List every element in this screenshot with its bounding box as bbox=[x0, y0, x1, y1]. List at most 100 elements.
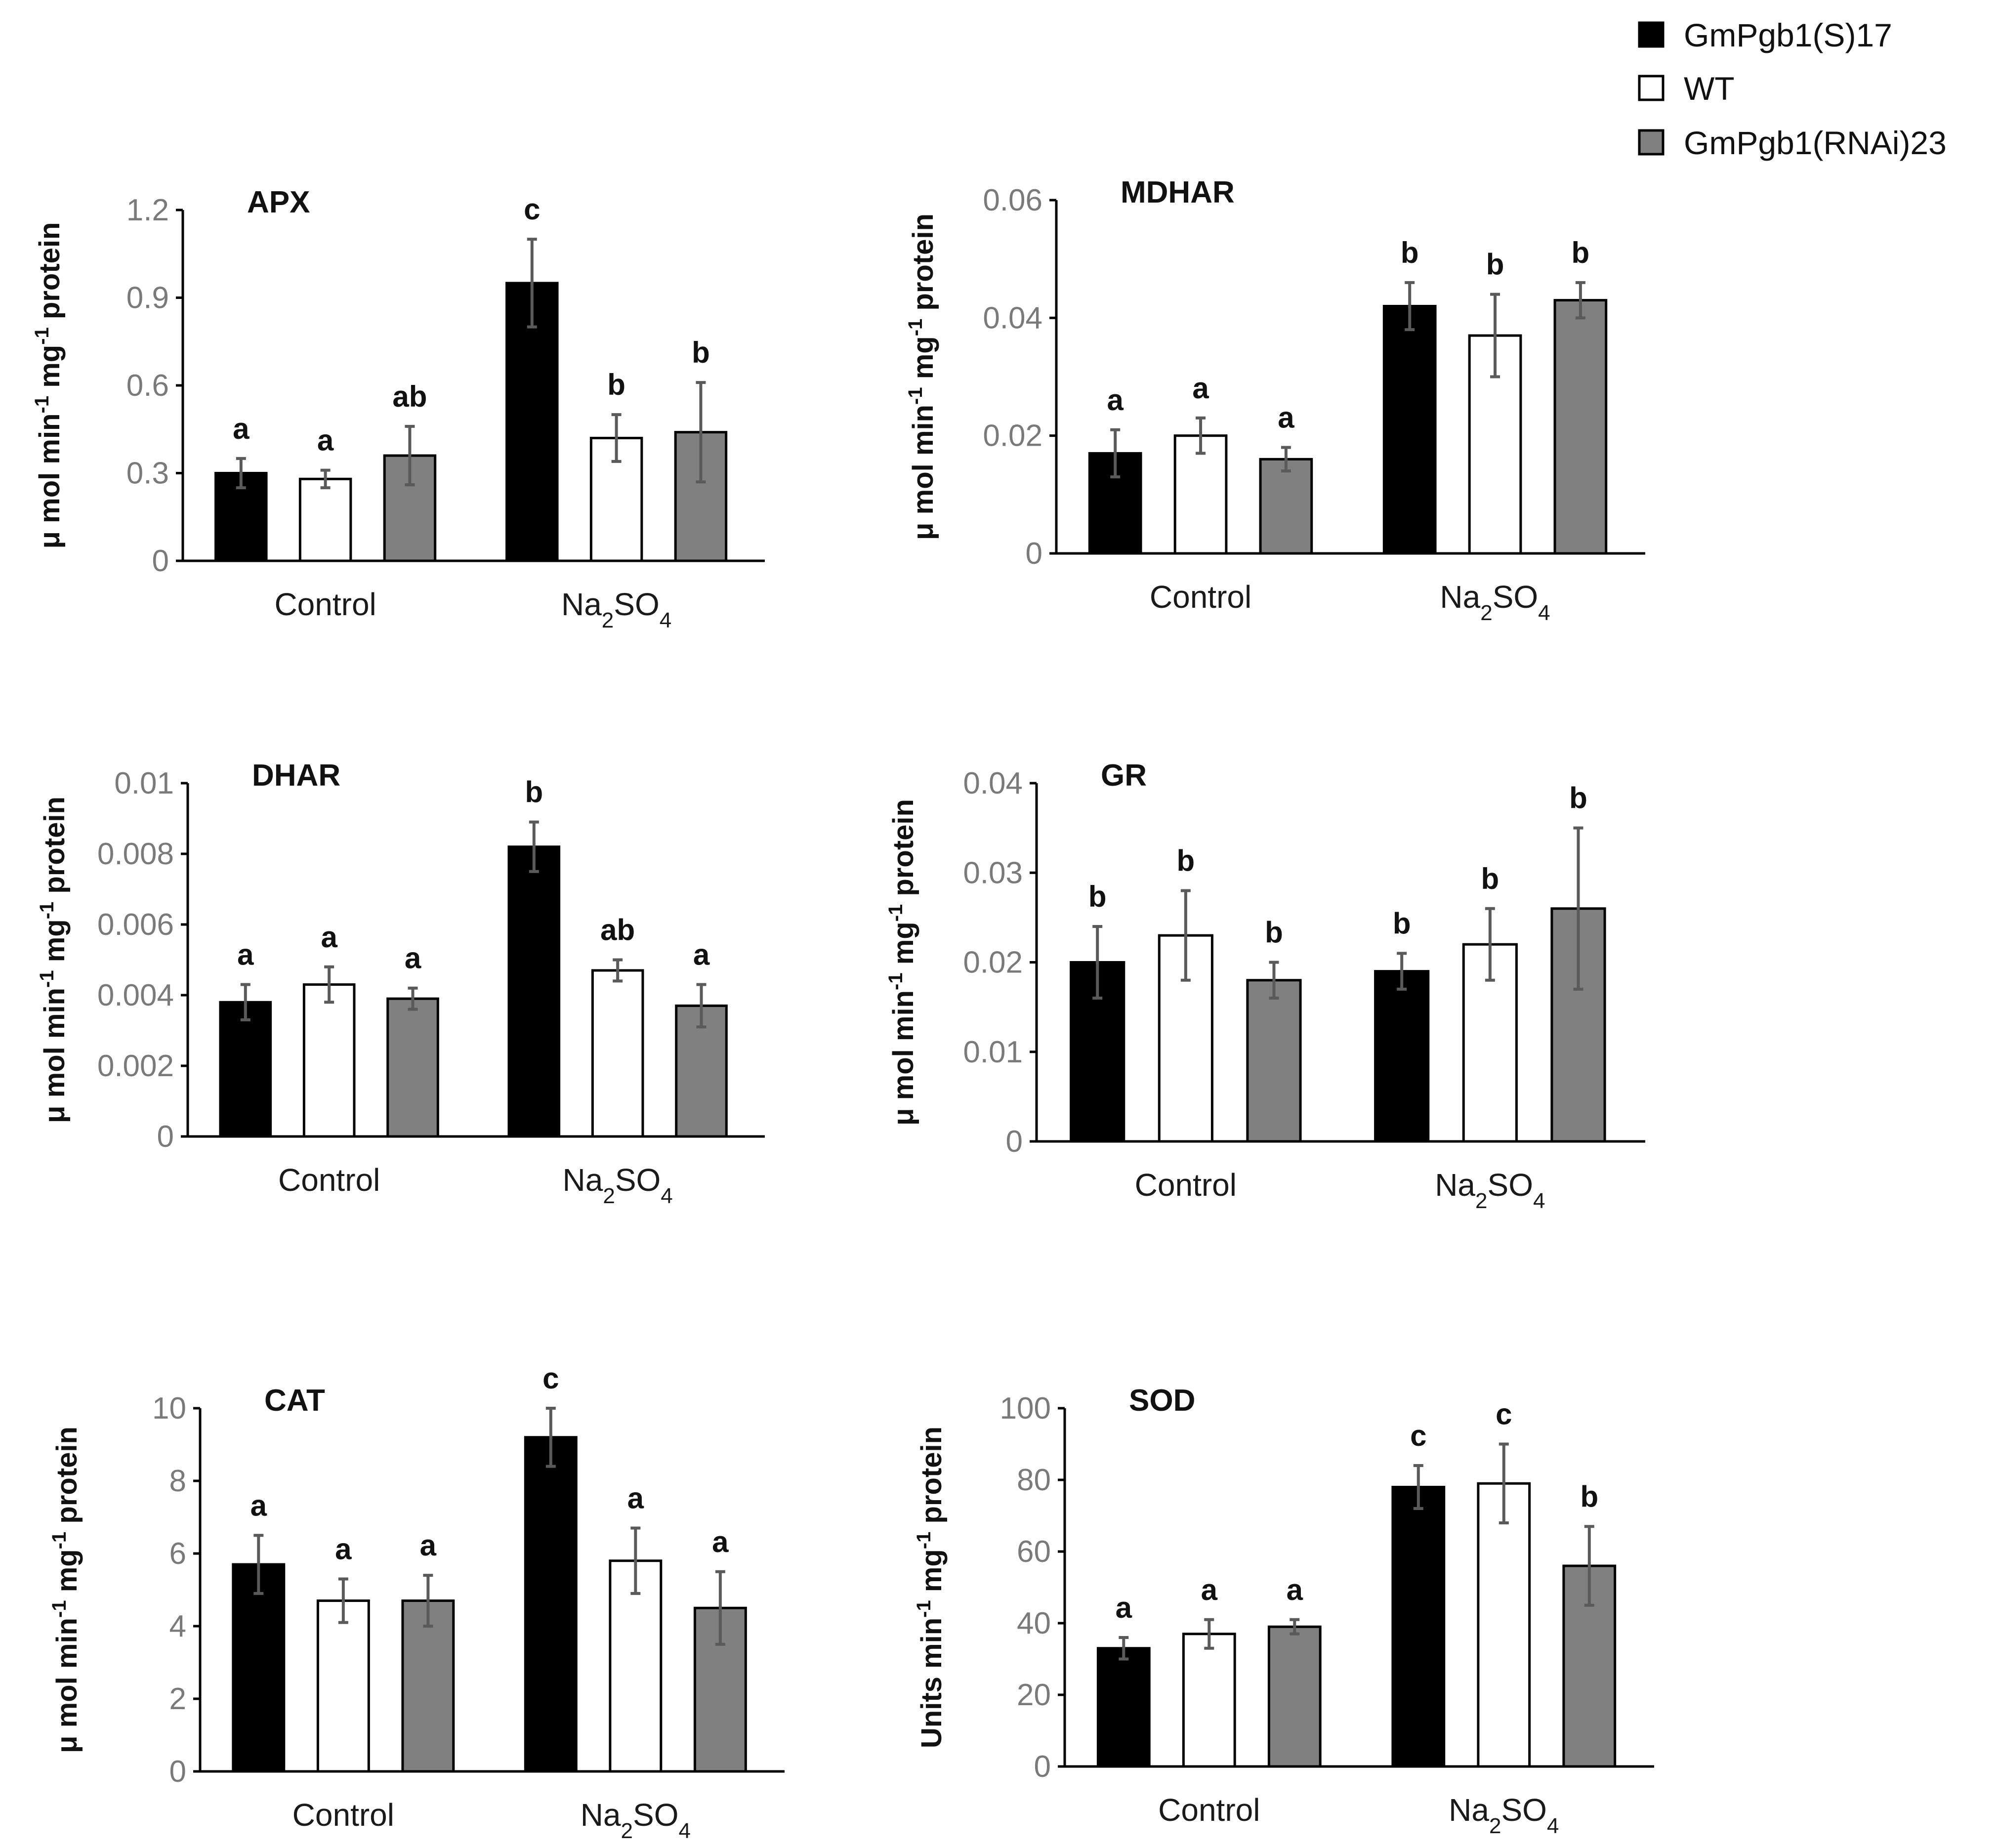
y-tick-label: 0 bbox=[1006, 1125, 1023, 1159]
bar bbox=[232, 1563, 286, 1773]
y-tick-label: 0.006 bbox=[97, 908, 174, 942]
bar bbox=[1182, 1633, 1236, 1768]
y-tick-label: 20 bbox=[1017, 1678, 1051, 1712]
y-tick-label: 4 bbox=[169, 1609, 186, 1643]
chart-panel-cat: 0 2 4 6 8 10 μ mol min-1 mg-1 protein CAT a a a Con… bbox=[48, 1362, 785, 1843]
chart-panel-gr: 0 0.01 0.02 0.03 0.04 μ mol min-1 mg-1 protei… bbox=[885, 758, 1645, 1213]
y-tick-label: 100 bbox=[1000, 1391, 1051, 1426]
y-tick-label: 0.01 bbox=[114, 766, 174, 800]
significance-letter: b bbox=[692, 336, 710, 369]
significance-letter: a bbox=[237, 938, 254, 971]
significance-letter: b bbox=[1177, 844, 1195, 878]
significance-letter: a bbox=[420, 1529, 437, 1562]
y-tick-label: 0 bbox=[152, 544, 169, 578]
category-label: Control bbox=[292, 1797, 394, 1833]
significance-letter: b bbox=[1265, 916, 1283, 949]
bar bbox=[505, 282, 559, 562]
category-label: Control bbox=[278, 1162, 380, 1198]
legend: GmPgb1(S)17 WT GmPgb1(RNAi)23 bbox=[1638, 17, 1947, 161]
y-tick-label: 60 bbox=[1017, 1535, 1051, 1569]
category-label: Na2SO4 bbox=[1435, 1167, 1545, 1213]
category-label: Na2SO4 bbox=[1449, 1792, 1559, 1838]
bar bbox=[298, 477, 352, 562]
y-axis-label: μ mol min-1 mg-1 protein bbox=[31, 222, 66, 549]
legend-label: WT bbox=[1684, 70, 1735, 107]
chart-panel-sod: 0 20 40 60 80 100 Units min-1 mg-1 protein SOD a… bbox=[913, 1384, 1654, 1838]
significance-letter: a bbox=[1116, 1591, 1132, 1624]
y-tick-label: 0.008 bbox=[97, 837, 174, 871]
chart-title: APX bbox=[247, 185, 310, 219]
significance-letter: a bbox=[1287, 1573, 1303, 1606]
bar bbox=[1374, 970, 1430, 1143]
category-label: Na2SO4 bbox=[563, 1162, 673, 1208]
y-tick-label: 0.3 bbox=[126, 457, 169, 491]
significance-letter: a bbox=[321, 921, 337, 954]
category-label: Control bbox=[274, 587, 376, 622]
legend-label: GmPgb1(S)17 bbox=[1684, 17, 1892, 53]
y-tick-label: 0.02 bbox=[963, 946, 1023, 980]
y-tick-label: 40 bbox=[1017, 1606, 1051, 1640]
significance-letter: b bbox=[1569, 782, 1587, 815]
chart-panel-dhar: 0 0.002 0.004 0.006 0.008 0.01 μ mol min-1 mg-… bbox=[36, 758, 765, 1208]
y-tick-label: 10 bbox=[152, 1391, 186, 1426]
significance-letter: a bbox=[1192, 372, 1209, 405]
y-tick-label: 0 bbox=[169, 1755, 186, 1789]
category-label: Control bbox=[1150, 579, 1251, 615]
y-tick-label: 0.01 bbox=[963, 1035, 1023, 1069]
bar bbox=[675, 1004, 728, 1138]
bar bbox=[1462, 943, 1518, 1143]
bar bbox=[1246, 979, 1302, 1143]
chart-title: DHAR bbox=[252, 758, 340, 793]
y-tick-label: 1.2 bbox=[126, 193, 169, 227]
category-label: Na2SO4 bbox=[1440, 579, 1550, 625]
significance-letter: a bbox=[627, 1482, 644, 1515]
significance-letter: a bbox=[1201, 1573, 1218, 1606]
significance-letter: a bbox=[693, 938, 710, 971]
category-label: Na2SO4 bbox=[561, 587, 671, 632]
significance-letter: a bbox=[1107, 383, 1124, 417]
y-axis-label: μ mol min-1 mg-1 protein bbox=[48, 1427, 83, 1753]
y-tick-label: 0 bbox=[157, 1120, 174, 1154]
legend-label: GmPgb1(RNAi)23 bbox=[1684, 125, 1947, 161]
bar bbox=[524, 1436, 578, 1773]
significance-letter: b bbox=[1401, 236, 1419, 269]
y-tick-label: 0.04 bbox=[963, 766, 1023, 800]
y-axis-label: μ mol min-1 mg-1 protein bbox=[905, 213, 939, 540]
chart-title: SOD bbox=[1129, 1384, 1195, 1418]
y-axis-label: μ mol min-1 mg-1 protein bbox=[36, 797, 71, 1123]
significance-letter: b bbox=[525, 776, 543, 809]
chart-panel-apx: 0 0.3 0.6 0.9 1.2 μ mol min-1 mg-1 protein APX… bbox=[31, 185, 765, 632]
y-tick-label: 6 bbox=[169, 1537, 186, 1571]
significance-letter: b bbox=[1393, 907, 1411, 940]
significance-letter: b bbox=[1481, 862, 1499, 895]
bar bbox=[1267, 1625, 1322, 1768]
y-axis-label: μ mol min-1 mg-1 protein bbox=[885, 799, 919, 1126]
significance-letter: c bbox=[1410, 1419, 1426, 1452]
bar bbox=[1173, 434, 1228, 555]
legend-swatch bbox=[1638, 129, 1665, 156]
significance-letter: a bbox=[233, 412, 250, 445]
bar bbox=[1550, 907, 1606, 1143]
significance-letter: ab bbox=[392, 380, 427, 413]
significance-letter: a bbox=[712, 1525, 729, 1558]
significance-letter: a bbox=[405, 942, 421, 975]
bar bbox=[1096, 1647, 1151, 1768]
bar bbox=[1477, 1482, 1531, 1768]
significance-letter: a bbox=[317, 424, 334, 457]
category-label: Na2SO4 bbox=[581, 1797, 691, 1843]
significance-letter: b bbox=[607, 368, 625, 401]
significance-letter: c bbox=[542, 1362, 559, 1395]
bar bbox=[386, 997, 439, 1138]
chart-title: CAT bbox=[264, 1384, 325, 1418]
y-tick-label: 0.9 bbox=[126, 281, 169, 315]
significance-letter: ab bbox=[600, 914, 635, 947]
bar bbox=[1382, 305, 1437, 555]
y-tick-label: 0 bbox=[1034, 1750, 1051, 1784]
y-tick-label: 0.04 bbox=[983, 301, 1042, 335]
chart-panel-mdhar: 0 0.02 0.04 0.06 μ mol min-1 mg-1 protein MDH… bbox=[905, 175, 1645, 625]
bar bbox=[591, 969, 644, 1138]
y-tick-label: 0.02 bbox=[983, 419, 1042, 453]
bar bbox=[316, 1599, 370, 1773]
bar bbox=[1259, 458, 1313, 555]
